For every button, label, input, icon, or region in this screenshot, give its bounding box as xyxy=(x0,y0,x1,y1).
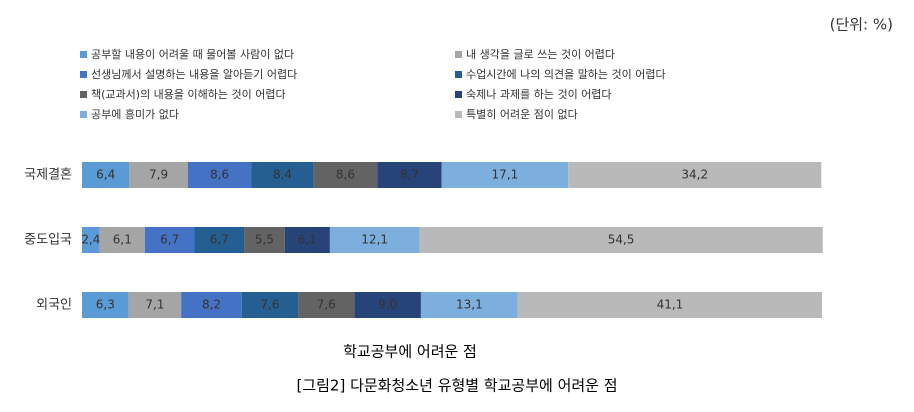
value-label: 8,6 xyxy=(210,168,229,182)
caption: [그림2] 다문화청소년 유형별 학교공부에 어려운 점 xyxy=(296,377,617,395)
value-label: 13,1 xyxy=(456,298,483,312)
legend-label: 숙제나 과제를 하는 것이 어렵다 xyxy=(466,87,612,101)
bar-segment xyxy=(128,292,182,318)
unit-label: (단위: %) xyxy=(830,16,893,34)
legend-swatch xyxy=(80,111,87,118)
y-tick-label: 국제결혼 xyxy=(24,168,72,183)
value-label: 6,7 xyxy=(160,233,179,247)
legend-label: 책(교과서)의 내용을 이해하는 것이 어렵다 xyxy=(91,87,286,101)
value-label: 34,2 xyxy=(681,168,708,182)
bar-segment xyxy=(99,227,145,253)
bar-segment xyxy=(568,162,822,188)
bar-segment xyxy=(377,162,442,188)
bar-segment xyxy=(441,162,569,188)
bar-segment xyxy=(419,227,823,253)
value-label: 6,7 xyxy=(210,233,229,247)
legend-swatch xyxy=(80,71,87,78)
bar-segment xyxy=(144,227,195,253)
value-label: 5,5 xyxy=(255,233,274,247)
legend-swatch xyxy=(80,51,87,58)
legend-swatch xyxy=(455,51,462,58)
value-label: 54,5 xyxy=(608,233,635,247)
chart-title: 학교공부에 어려운 점 xyxy=(343,343,477,361)
value-label: 12,1 xyxy=(361,233,388,247)
bar-segment xyxy=(517,292,822,318)
value-label: 7,6 xyxy=(317,298,336,312)
bar-segment xyxy=(313,162,378,188)
bar-segment xyxy=(241,292,299,318)
bar-segment xyxy=(82,227,100,253)
legend-label: 특별히 어려운 점이 없다 xyxy=(466,107,578,121)
legend-label: 공부에 흥미가 없다 xyxy=(91,107,179,121)
y-tick-label: 중도입국 xyxy=(24,233,72,248)
legend-swatch xyxy=(80,91,87,98)
bar-segment xyxy=(244,227,285,253)
legend-label: 수업시간에 나의 의견을 말하는 것이 어렵다 xyxy=(466,67,666,81)
legend-swatch xyxy=(455,111,462,118)
bar-segment xyxy=(194,227,245,253)
bar-segment xyxy=(82,162,130,188)
bar-segment xyxy=(251,162,314,188)
value-label: 8,2 xyxy=(202,298,221,312)
legend-swatch xyxy=(455,71,462,78)
bar-segment xyxy=(329,227,420,253)
value-label: 8,6 xyxy=(336,168,355,182)
value-label: 7,9 xyxy=(149,168,168,182)
bar-segment xyxy=(354,292,421,318)
value-label: 7,1 xyxy=(145,298,164,312)
legend-label: 공부할 내용이 어려울 때 물어볼 사람이 없다 xyxy=(91,48,294,61)
bar-segment xyxy=(187,162,252,188)
value-label: 6,3 xyxy=(96,298,115,312)
value-label: 6,4 xyxy=(96,168,115,182)
legend-swatch xyxy=(455,91,462,98)
legend-label: 내 생각을 글로 쓰는 것이 어렵다 xyxy=(466,48,615,61)
y-tick-label: 외국인 xyxy=(36,298,72,313)
bar-segment xyxy=(181,292,242,318)
value-label: 8,4 xyxy=(273,168,292,182)
value-label: 2,4 xyxy=(81,233,100,247)
value-label: 9,0 xyxy=(378,298,397,312)
value-label: 6,1 xyxy=(298,233,317,247)
bar-segment xyxy=(420,292,518,318)
value-label: 7,6 xyxy=(260,298,279,312)
bar-segment xyxy=(298,292,355,318)
value-label: 17,1 xyxy=(492,168,519,182)
legend-label: 선생님께서 설명하는 내용을 알아듣기 어렵다 xyxy=(91,67,297,81)
value-label: 6,1 xyxy=(113,233,132,247)
bar-segment xyxy=(129,162,188,188)
bar-segment xyxy=(82,292,129,318)
bar-segment xyxy=(284,227,330,253)
value-label: 41,1 xyxy=(657,298,684,312)
value-label: 8,7 xyxy=(400,168,419,182)
